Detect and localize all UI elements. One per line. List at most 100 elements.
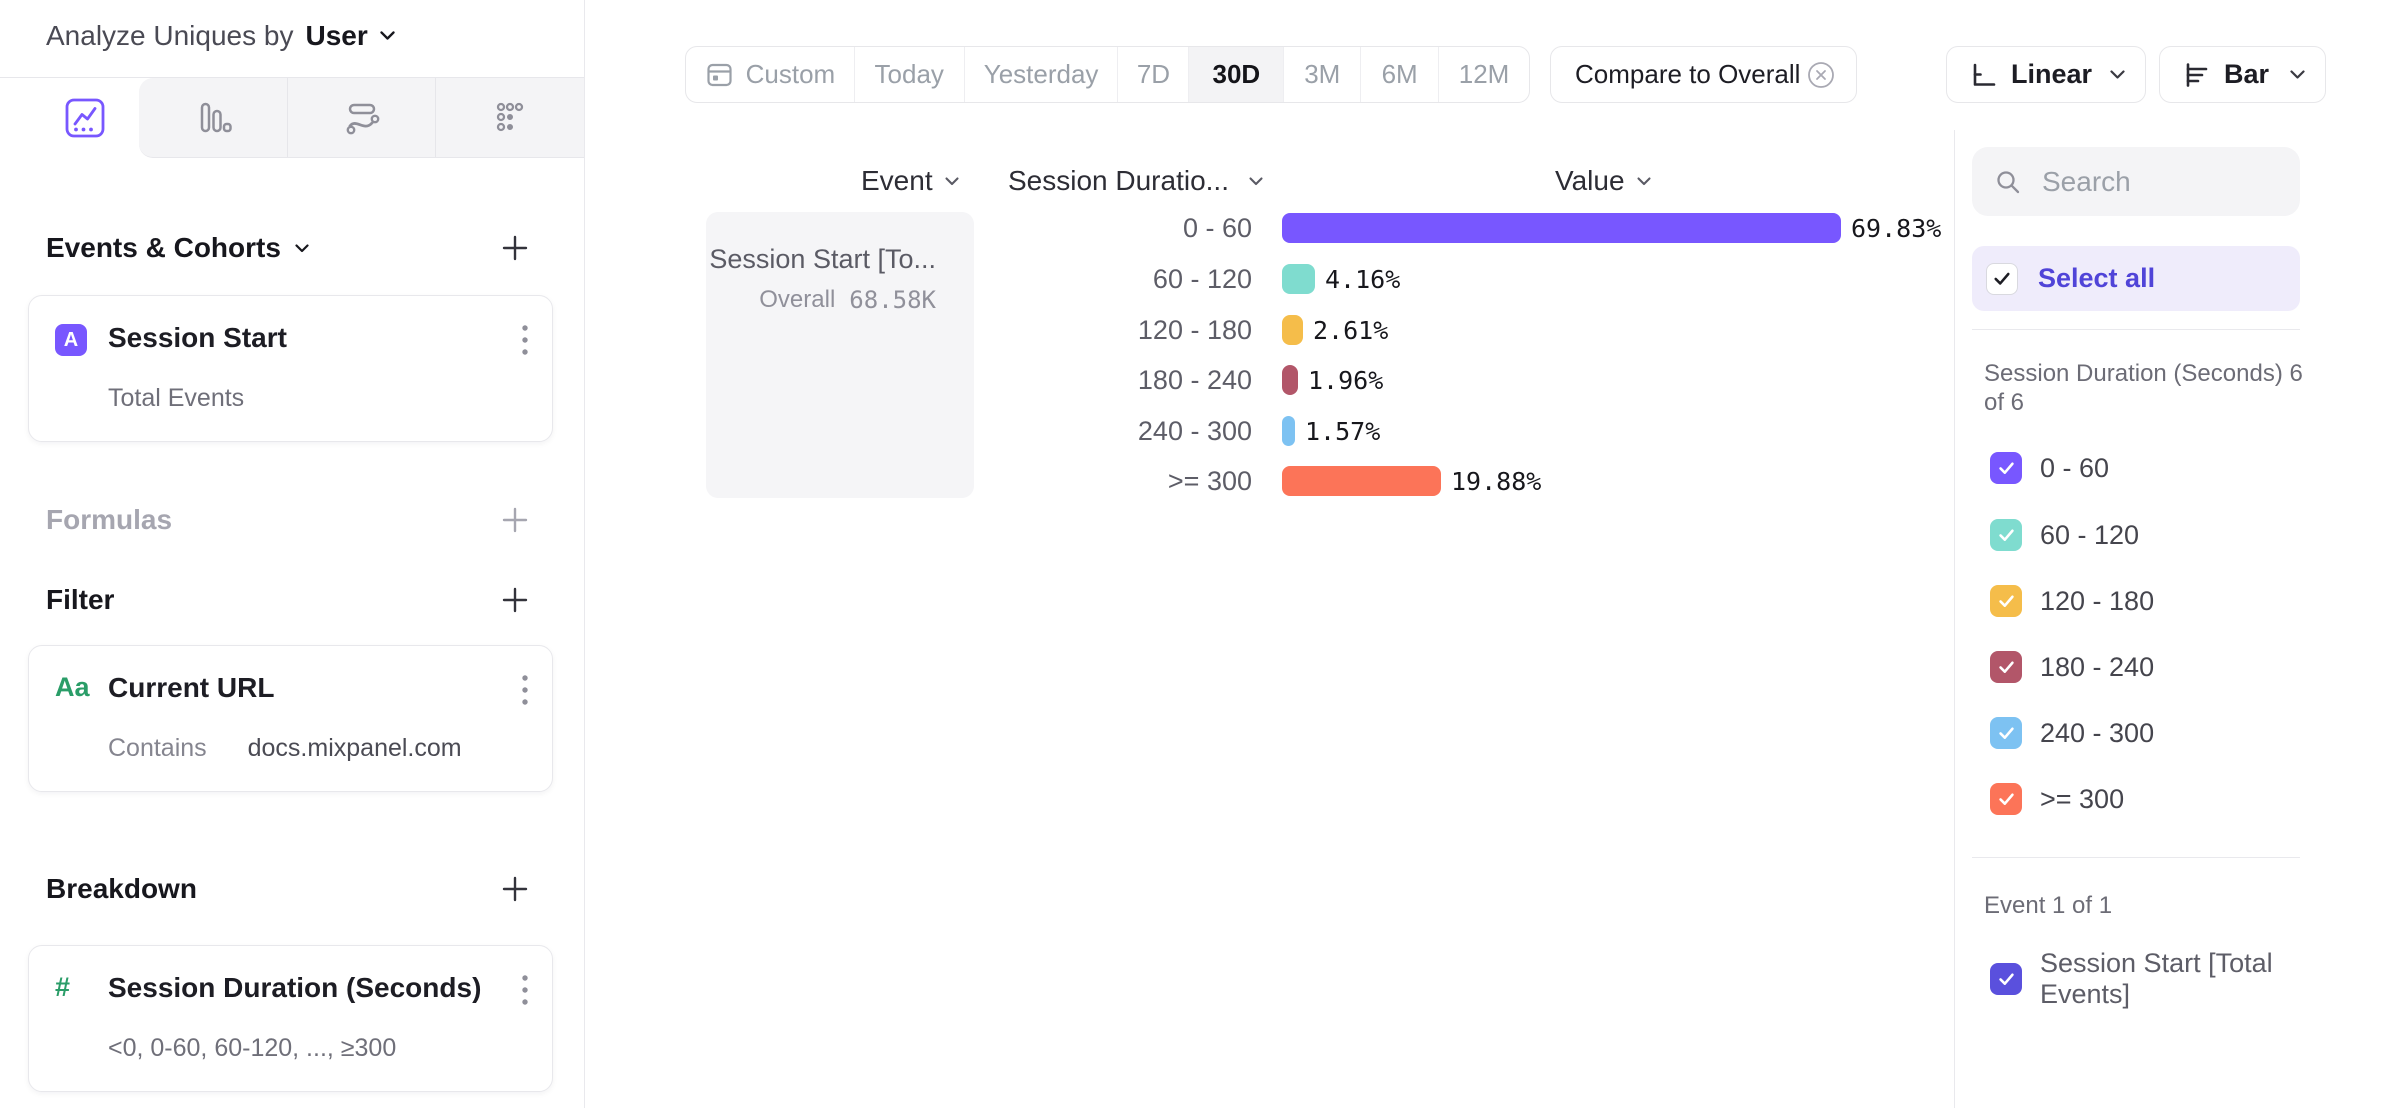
column-header-value[interactable]: Value xyxy=(1555,164,1651,198)
date-range-custom[interactable]: Custom xyxy=(686,47,855,102)
tab-flows[interactable] xyxy=(286,78,436,157)
compare-label: Compare to Overall xyxy=(1575,59,1801,89)
date-range-today[interactable]: Today xyxy=(855,47,965,102)
event-row-overall: Overall 68.58K xyxy=(759,286,936,314)
breakdown-section-header: Breakdown xyxy=(46,871,531,907)
add-formula-button[interactable] xyxy=(499,504,531,536)
select-all-checkbox[interactable] xyxy=(1986,262,2018,295)
flow-icon xyxy=(341,97,383,139)
event-card-session-start[interactable]: A Session Start Total Events xyxy=(28,295,553,442)
scale-value: Linear xyxy=(2011,59,2093,89)
kebab-menu-icon[interactable] xyxy=(522,674,528,706)
date-range-yesterday[interactable]: Yesterday xyxy=(965,47,1119,102)
event-card-subtitle[interactable]: Total Events xyxy=(108,384,245,412)
chart-bar xyxy=(1282,315,1303,345)
segment-checkbox[interactable] xyxy=(1990,452,2022,484)
segment-checkbox[interactable] xyxy=(1990,585,2022,617)
segment-checkbox[interactable] xyxy=(1990,519,2022,551)
overall-value: 68.58K xyxy=(849,286,936,314)
scale-dropdown[interactable]: Linear xyxy=(1946,46,2146,103)
chart-type-value: Bar xyxy=(2224,59,2270,89)
breakdown-card-session-duration[interactable]: # Session Duration (Seconds) <0, 0-60, 6… xyxy=(28,945,553,1092)
dot-grid-icon xyxy=(490,98,530,138)
date-range-label: 30D xyxy=(1212,59,1261,89)
segment-label: >= 300 xyxy=(2040,783,2125,814)
date-range-30d[interactable]: 30D xyxy=(1189,47,1285,102)
breakdown-card-title: Session Duration (Seconds) xyxy=(108,972,482,1003)
segment-row-240-300[interactable]: 240 - 300 xyxy=(1990,713,2154,753)
segment-label: 0 - 60 xyxy=(2040,452,2110,483)
chevron-down-icon xyxy=(380,31,395,41)
filter-value[interactable]: docs.mixpanel.com xyxy=(247,734,462,762)
overall-label: Overall xyxy=(759,286,836,313)
chart-row-label: 240 - 300 xyxy=(1137,415,1252,446)
chart-bar xyxy=(1282,466,1441,496)
filter-title: Filter xyxy=(46,584,115,615)
analyze-by-dropdown[interactable]: Analyze Uniques by User xyxy=(46,16,395,56)
segment-row-gte-300[interactable]: >= 300 xyxy=(1990,779,2124,819)
date-range-label: Today xyxy=(874,59,944,89)
filter-operator[interactable]: Contains xyxy=(108,734,207,762)
segment-row-120-180[interactable]: 120 - 180 xyxy=(1990,581,2154,621)
breakdown-card-buckets[interactable]: <0, 0-60, 60-120, ..., ≥300 xyxy=(108,1034,397,1062)
date-range-label: 7D xyxy=(1136,59,1171,89)
event-checkbox[interactable] xyxy=(1990,963,2022,995)
date-range-label: Custom xyxy=(745,59,836,89)
segment-row-60-120[interactable]: 60 - 120 xyxy=(1990,515,2139,555)
right-panel-divider xyxy=(1954,130,1955,1108)
select-all-label: Select all xyxy=(2038,263,2156,293)
date-range-12m[interactable]: 12M xyxy=(1439,47,1529,102)
event-card-title: Session Start xyxy=(108,322,287,353)
formulas-title: Formulas xyxy=(46,504,173,535)
tab-funnels[interactable] xyxy=(139,78,287,157)
add-filter-button[interactable] xyxy=(499,584,531,616)
date-range-3m[interactable]: 3M xyxy=(1284,47,1362,102)
segment-checkbox[interactable] xyxy=(1990,783,2022,815)
chart-type-dropdown[interactable]: Bar xyxy=(2159,46,2326,103)
axis-scale-icon xyxy=(1967,60,1997,90)
calendar-icon xyxy=(705,60,734,89)
chart-row: 60 - 120 4.16% xyxy=(940,254,1400,304)
search-input[interactable] xyxy=(2040,164,2264,199)
tab-insights-active[interactable] xyxy=(30,78,139,157)
column-header-label: Session Duratio... xyxy=(1008,165,1229,196)
segment-search[interactable] xyxy=(1972,147,2300,216)
add-breakdown-button[interactable] xyxy=(499,873,531,905)
chevron-down-icon xyxy=(1249,176,1263,186)
sidebar-divider xyxy=(584,0,585,1108)
chevron-down-icon xyxy=(1636,176,1651,186)
segment-checkbox[interactable] xyxy=(1990,717,2022,749)
date-range-picker: Custom Today Yesterday 7D 30D 3M 6M 12M xyxy=(685,46,1530,103)
filter-card-condition[interactable]: Contains docs.mixpanel.com xyxy=(108,734,462,763)
compare-to-overall-chip[interactable]: Compare to Overall xyxy=(1550,46,1857,103)
segment-row-180-240[interactable]: 180 - 240 xyxy=(1990,647,2154,687)
event-legend-row[interactable]: Session Start [Total Events] xyxy=(1990,948,2320,1010)
events-cohorts-section-header: Events & Cohorts xyxy=(46,230,531,266)
date-range-label: 12M xyxy=(1458,59,1510,89)
column-header-breakdown[interactable]: Session Duratio... xyxy=(1008,164,1263,198)
remove-compare-icon[interactable] xyxy=(1806,60,1836,90)
segment-row-0-60[interactable]: 0 - 60 xyxy=(1990,448,2109,488)
column-header-event[interactable]: Event xyxy=(861,164,959,198)
chevron-down-icon[interactable] xyxy=(295,243,309,253)
kebab-menu-icon[interactable] xyxy=(522,974,528,1006)
select-all-row[interactable]: Select all xyxy=(1972,246,2300,311)
date-range-7d[interactable]: 7D xyxy=(1118,47,1190,102)
add-event-button[interactable] xyxy=(499,232,531,264)
chart-type-tabs xyxy=(139,78,584,158)
segment-checkbox[interactable] xyxy=(1990,651,2022,683)
tab-retention[interactable] xyxy=(435,78,584,157)
chart-row: 0 - 60 69.83% xyxy=(940,203,1941,253)
bar-value-label: 4.16% xyxy=(1325,264,1401,294)
event-legend-label: Session Start [Total Events] xyxy=(2040,948,2273,1009)
date-range-6m[interactable]: 6M xyxy=(1361,47,1440,102)
segment-label: 180 - 240 xyxy=(2040,651,2155,682)
chevron-down-icon xyxy=(2110,69,2125,80)
kebab-menu-icon[interactable] xyxy=(522,324,528,356)
formulas-section-header: Formulas xyxy=(46,502,531,538)
line-chart-icon xyxy=(62,95,108,141)
numeric-property-icon: # xyxy=(55,972,71,1002)
filter-card-current-url[interactable]: Aa Current URL Contains docs.mixpanel.co… xyxy=(28,645,553,792)
date-range-label: 3M xyxy=(1304,59,1341,89)
bar-value-label: 1.57% xyxy=(1305,416,1381,446)
